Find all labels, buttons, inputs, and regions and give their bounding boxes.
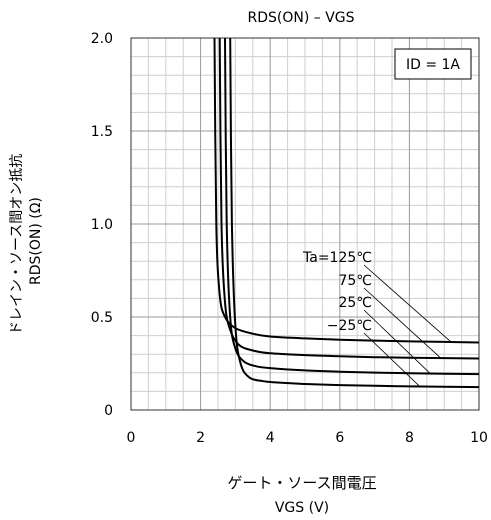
x-tick-label: 0 <box>127 430 136 446</box>
x-tick-label: 8 <box>405 430 414 446</box>
x-axis-label: VGS (V) <box>275 500 329 516</box>
series-label-leader <box>363 309 431 374</box>
major-gridlines <box>131 38 479 410</box>
y-tick-label: 1.0 <box>91 217 113 233</box>
plot-frame <box>130 37 480 411</box>
series-label-leader <box>363 332 421 387</box>
series-label-leader <box>363 287 441 359</box>
series-label: 75℃ <box>338 273 372 289</box>
y-tick-label: 2.0 <box>91 31 113 47</box>
x-tick-label: 6 <box>335 430 344 446</box>
annotation-layer: Ta=125℃ 75℃ 25℃ −25℃ <box>302 250 452 387</box>
condition-box: ID = 1A <box>394 48 472 80</box>
y-axis-label: RDS(ON) (Ω) <box>28 197 44 285</box>
chart-title: RDS(ON) – VGS <box>247 10 354 26</box>
series-line <box>213 37 480 344</box>
condition-box-text: ID = 1A <box>406 57 460 73</box>
y-axis-label-jp: ドレイン・ソース間オン抵抗 <box>9 153 25 335</box>
series-label: 25℃ <box>338 295 372 311</box>
series-label: −25℃ <box>327 318 372 334</box>
series-line <box>224 37 480 376</box>
x-tick-label: 2 <box>196 430 205 446</box>
y-tick-label: 0 <box>104 403 113 419</box>
x-tick-label: 4 <box>266 430 275 446</box>
tick-labels: 0 2 4 6 8 10 0 0.5 1.0 1.5 2.0 <box>91 31 488 446</box>
series-label: Ta=125℃ <box>302 250 372 266</box>
series-layer <box>213 37 480 389</box>
series-label-leader <box>363 264 452 343</box>
series-line <box>218 37 480 360</box>
y-axis-label-group: ドレイン・ソース間オン抵抗 RDS(ON) (Ω) <box>0 0 60 520</box>
x-axis-label-jp: ゲート・ソース間電圧 <box>227 474 376 492</box>
condition-box-frame <box>394 48 472 80</box>
y-tick-label: 0.5 <box>91 310 113 326</box>
series-line <box>229 37 480 389</box>
y-tick-label: 1.5 <box>91 124 113 140</box>
x-tick-label: 10 <box>470 430 488 446</box>
